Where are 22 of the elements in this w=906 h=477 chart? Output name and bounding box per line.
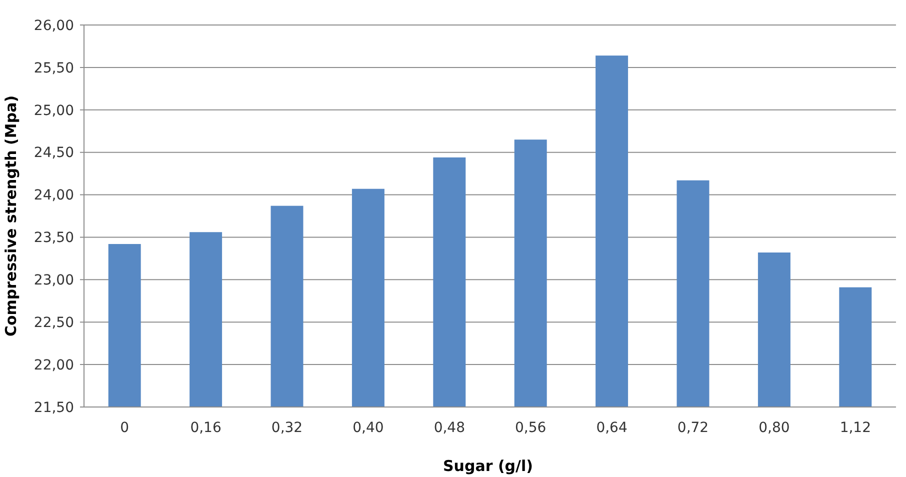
y-tick-label: 25,50: [34, 60, 74, 76]
y-tick-label: 21,50: [34, 400, 74, 416]
y-tick-label: 22,00: [34, 357, 74, 374]
x-tick-label: 0,64: [596, 420, 628, 436]
x-tick-label: 0,72: [677, 420, 709, 436]
y-tick-label: 22,50: [34, 315, 74, 332]
x-tick-label: 0: [120, 420, 130, 436]
x-tick-label: 0,48: [434, 420, 465, 436]
y-tick-label: 24,00: [34, 188, 74, 204]
y-tick-label: 23,00: [34, 272, 74, 289]
y-tick-label: 24,50: [34, 145, 74, 162]
y-axis-title: Compressive strength (Mpa): [2, 95, 20, 337]
x-axis-title: Sugar (g/l): [442, 457, 534, 475]
x-tick-label: 0,16: [190, 420, 222, 436]
x-tick-label: 0,32: [271, 420, 303, 436]
y-tick-label: 23,50: [34, 230, 74, 246]
x-tick-label: 0,40: [352, 420, 384, 436]
x-tick-label: 0,56: [515, 420, 546, 436]
x-tick-label: 0,80: [758, 420, 790, 436]
y-tick-label: 26,00: [34, 18, 74, 34]
y-tick-label: 25,00: [34, 102, 74, 119]
x-tick-label: 1,12: [840, 420, 871, 436]
